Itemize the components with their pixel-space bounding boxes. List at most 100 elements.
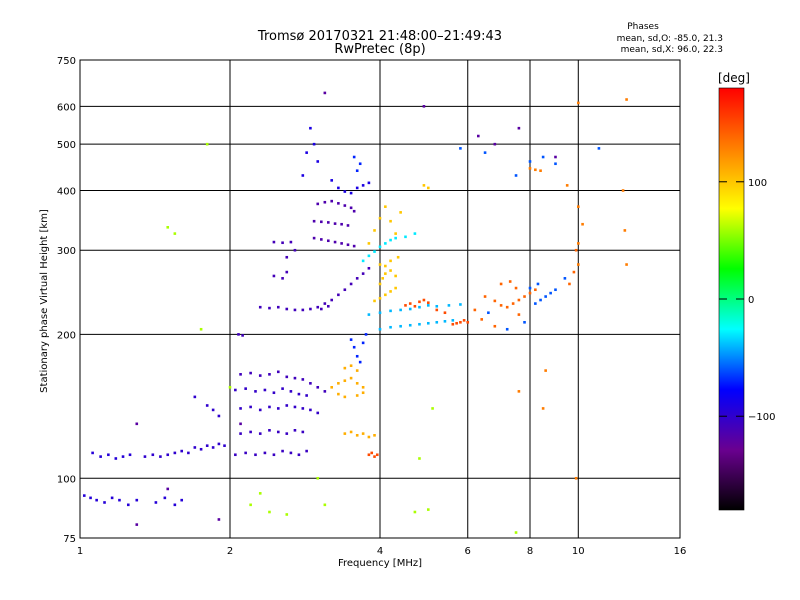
data-point	[346, 243, 350, 247]
data-point	[514, 286, 518, 290]
data-point	[361, 432, 365, 435]
data-point	[358, 162, 362, 166]
data-point	[455, 321, 458, 325]
data-point	[514, 531, 518, 534]
data-point	[312, 236, 316, 240]
data-point	[435, 320, 439, 324]
data-point	[443, 320, 447, 323]
data-point	[301, 174, 305, 177]
chart-subtitle: RwPretec (8p)	[334, 42, 425, 57]
data-point	[258, 492, 262, 495]
data-point	[576, 101, 580, 105]
data-points	[82, 91, 628, 534]
data-point	[505, 305, 509, 309]
data-point	[367, 242, 371, 245]
data-point	[477, 134, 480, 138]
data-point	[323, 503, 327, 507]
data-point	[384, 293, 387, 297]
data-point	[249, 503, 252, 507]
data-point	[316, 386, 320, 389]
data-point	[352, 345, 356, 349]
data-point	[554, 155, 557, 159]
data-point	[327, 221, 330, 224]
data-point	[293, 248, 297, 252]
data-point	[352, 155, 356, 159]
data-point	[343, 204, 347, 207]
data-point	[343, 432, 347, 435]
data-point	[528, 286, 532, 290]
data-point	[399, 211, 402, 214]
data-point	[349, 364, 353, 367]
data-point	[337, 293, 340, 297]
data-point	[343, 288, 347, 292]
data-point	[289, 390, 293, 393]
data-point	[244, 387, 247, 390]
data-point	[289, 451, 293, 455]
data-point	[320, 307, 323, 311]
data-point	[340, 242, 343, 245]
data-point	[396, 255, 400, 259]
data-point	[493, 299, 497, 303]
data-point	[340, 222, 343, 226]
data-point	[99, 455, 102, 458]
data-point	[309, 307, 312, 311]
data-point	[333, 222, 337, 225]
data-point	[418, 457, 421, 460]
data-point	[373, 455, 376, 458]
data-point	[316, 202, 320, 206]
data-point	[316, 305, 320, 309]
data-point	[597, 147, 601, 150]
data-point	[435, 304, 439, 308]
data-point	[404, 304, 407, 307]
data-point	[389, 269, 392, 272]
data-point	[544, 369, 547, 372]
colorbar-tick-label: 0	[748, 295, 754, 306]
data-point	[459, 303, 462, 306]
data-point	[330, 386, 334, 389]
data-point	[572, 270, 576, 274]
data-point	[367, 313, 371, 316]
x-tick-label: 8	[527, 546, 533, 557]
data-point	[493, 142, 497, 146]
data-point	[276, 430, 280, 434]
data-point	[426, 186, 430, 190]
data-point	[394, 232, 397, 235]
data-point	[285, 404, 289, 407]
data-point	[258, 305, 262, 309]
data-point	[378, 263, 382, 266]
data-point	[293, 429, 297, 432]
data-point	[349, 430, 353, 434]
data-point	[394, 274, 397, 278]
data-point	[309, 408, 312, 412]
data-point	[389, 219, 392, 223]
x-tick-label: 16	[674, 546, 687, 557]
data-point	[534, 168, 537, 172]
data-point	[193, 395, 197, 399]
colorbar-tick-label: −100	[748, 412, 775, 423]
data-point	[110, 496, 114, 500]
data-point	[378, 216, 382, 220]
data-point	[554, 162, 557, 166]
data-point	[493, 324, 497, 328]
data-point	[163, 496, 167, 500]
data-point	[272, 391, 276, 395]
data-point	[239, 432, 242, 435]
data-point	[355, 382, 359, 385]
data-point	[316, 476, 320, 480]
data-point	[312, 142, 316, 146]
data-point	[337, 392, 340, 396]
data-point	[297, 453, 301, 457]
data-point	[301, 378, 305, 381]
data-point	[268, 405, 271, 409]
data-point	[373, 250, 376, 253]
data-point	[375, 453, 379, 457]
data-point	[272, 453, 276, 457]
data-point	[514, 174, 518, 177]
data-point	[426, 321, 430, 325]
data-point	[378, 327, 382, 331]
data-point	[487, 311, 490, 315]
data-point	[293, 376, 297, 380]
data-point	[413, 304, 417, 308]
data-point	[361, 341, 365, 345]
data-point	[389, 259, 392, 263]
